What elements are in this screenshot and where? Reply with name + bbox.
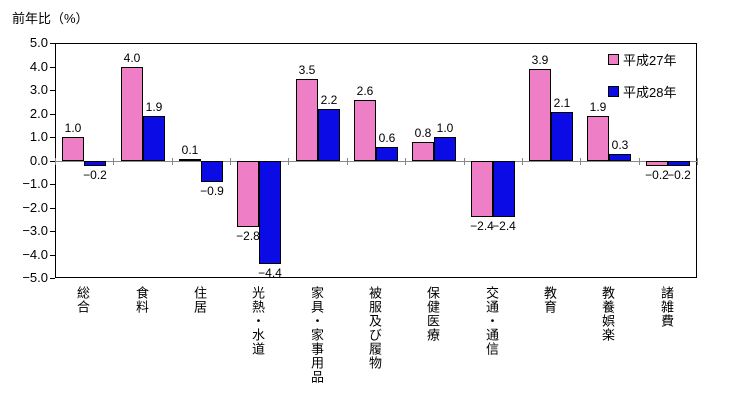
y-tick-label: −4.0 [22,247,48,262]
category-label: 教育 [542,286,557,314]
bar-value-label: −4.4 [258,266,282,280]
bar-series-1 [471,161,493,217]
bar-series-2 [259,161,281,264]
category-label: 教養娯楽 [600,286,615,342]
bar-value-label: 3.5 [298,63,316,77]
legend-label-h27: 平成27年 [623,53,677,68]
category-label: 光熱・水道 [250,286,265,356]
bar-series-2 [143,116,165,161]
bar-series-2 [318,109,340,161]
bar-series-1 [62,137,84,161]
y-tick-mark [50,137,55,138]
y-tick-mark [50,231,55,232]
bar-value-label: 2.1 [553,96,571,110]
category-label: 諸雑費 [659,286,674,328]
bar-series-2 [376,147,398,161]
bar-series-2 [551,112,573,161]
bar-series-1 [646,161,668,166]
y-tick-mark [50,255,55,256]
y-tick-mark [50,114,55,115]
bar-value-label: −0.9 [200,184,224,198]
y-tick-mark [50,184,55,185]
bar-value-label: 1.9 [589,100,607,114]
category-label: 保健医療 [425,286,440,342]
bar-series-2 [84,161,106,166]
category-label: 住居 [192,286,207,314]
category-tick-mark [580,158,581,165]
category-tick-mark [464,158,465,165]
legend-swatch-h27-icon [608,54,619,65]
bar-value-label: 4.0 [123,51,141,65]
bar-series-1 [237,161,259,227]
category-tick-mark [113,158,114,165]
bar-series-1 [587,116,609,161]
bar-value-label: 1.9 [145,100,163,114]
category-tick-mark [55,158,56,165]
category-tick-mark [405,158,406,165]
bar-series-2 [609,154,631,161]
bar-value-label: 2.2 [320,93,338,107]
legend-item-h27: 平成27年 [608,50,676,69]
y-tick-label: 3.0 [29,82,48,97]
y-tick-label: −2.0 [22,200,48,215]
legend-item-h28: 平成28年 [608,82,676,101]
category-label: 交通・通信 [484,286,499,356]
zero-axis-line [55,161,697,162]
y-tick-label: 1.0 [29,129,48,144]
bar-series-2 [668,161,690,166]
y-tick-mark [50,90,55,91]
y-tick-label: −5.0 [22,270,48,285]
legend-swatch-h28-icon [608,86,619,97]
bar-series-1 [121,67,143,161]
bar-value-label: 2.6 [356,84,374,98]
category-label: 家具・家事用品 [309,286,324,384]
y-tick-mark [50,43,55,44]
legend-label-h28: 平成28年 [623,85,677,100]
bar-value-label: −2.8 [236,229,260,243]
y-tick-mark [50,208,55,209]
bar-series-2 [201,161,223,182]
y-tick-label: 2.0 [29,106,48,121]
y-tick-mark [50,67,55,68]
bar-series-1 [412,142,434,161]
y-tick-label: 0.0 [29,153,48,168]
category-tick-mark [347,158,348,165]
bar-value-label: −2.4 [470,219,494,233]
category-label: 食料 [134,286,149,314]
bar-series-1 [179,159,201,161]
category-tick-mark [172,158,173,165]
bar-value-label: 1.0 [436,121,454,135]
bar-value-label: 3.9 [531,53,549,67]
bar-series-1 [296,79,318,161]
bar-value-label: 0.1 [181,143,199,157]
bar-value-label: 0.8 [414,126,432,140]
bar-value-label: −0.2 [667,168,691,182]
bar-series-2 [493,161,515,217]
y-tick-label: 4.0 [29,59,48,74]
bar-value-label: −2.4 [492,219,516,233]
bar-series-1 [529,69,551,161]
y-tick-label: 5.0 [29,35,48,50]
category-label: 総合 [75,286,90,314]
category-tick-mark [230,158,231,165]
y-tick-mark [50,161,55,162]
bar-value-label: 1.0 [64,121,82,135]
y-tick-label: −3.0 [22,223,48,238]
axis-unit-title: 前年比（%） [12,11,89,26]
bar-value-label: −0.2 [83,168,107,182]
category-tick-mark [697,158,698,165]
bar-value-label: 0.6 [378,131,396,145]
bar-value-label: 0.3 [611,138,629,152]
category-tick-mark [639,158,640,165]
bar-series-1 [354,100,376,161]
legend: 平成27年 平成28年 [608,50,676,114]
bar-value-label: −0.2 [645,168,669,182]
category-tick-mark [522,158,523,165]
category-tick-mark [288,158,289,165]
y-tick-mark [50,278,55,279]
y-tick-label: −1.0 [22,176,48,191]
category-label: 被服及び履物 [367,286,382,370]
bar-series-2 [434,137,456,161]
